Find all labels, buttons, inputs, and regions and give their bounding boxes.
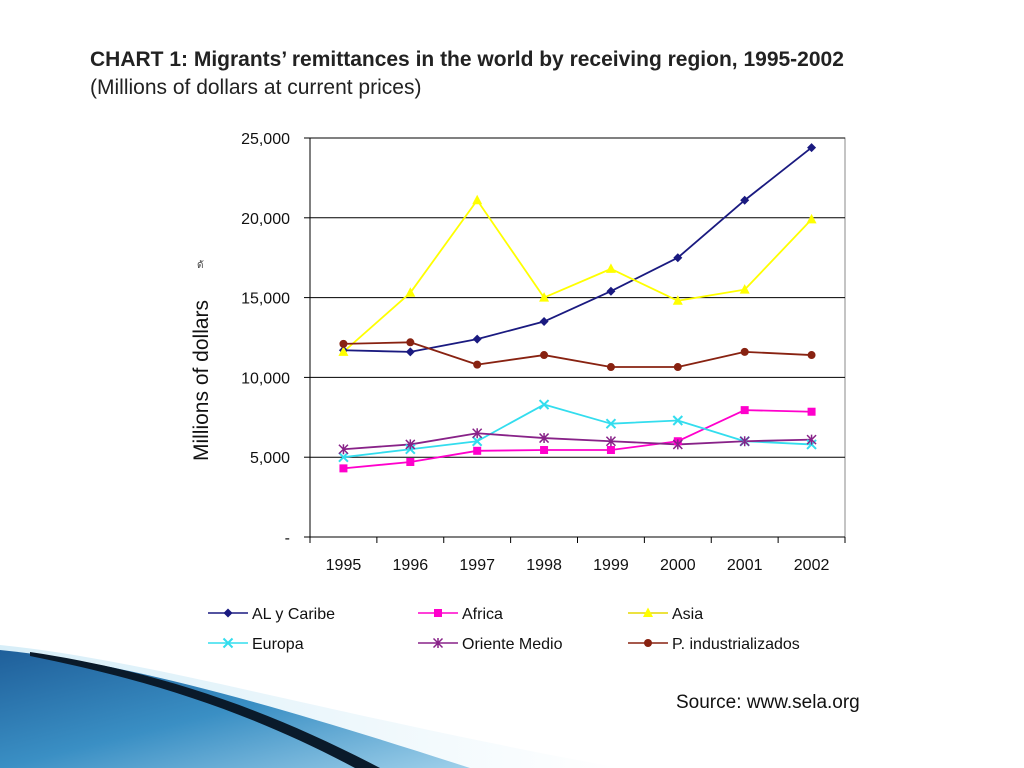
data-point: [472, 428, 483, 439]
data-point: [471, 436, 483, 447]
data-point: [338, 451, 349, 463]
data-point: [405, 439, 416, 450]
data-point: [606, 286, 616, 296]
legend-label: Asia: [672, 606, 703, 623]
legend-marker: [222, 637, 234, 649]
data-point: [740, 347, 749, 356]
legend-label: AL y Caribe: [252, 606, 335, 623]
chart-title: CHART 1: Migrants’ remittances in the wo…: [90, 48, 844, 71]
data-point: [606, 446, 615, 455]
data-point: [405, 287, 416, 297]
data-point: [672, 295, 683, 305]
data-point: [539, 317, 549, 327]
series-line: [343, 403, 812, 459]
legend-marker: [643, 607, 653, 617]
data-point: [807, 407, 816, 416]
data-point: [540, 446, 549, 455]
data-point: [338, 346, 349, 356]
x-tick-label: 1998: [526, 557, 562, 574]
legend-marker: [432, 637, 444, 649]
data-point: [605, 418, 617, 429]
x-tick-label: 1999: [593, 557, 629, 574]
data-point: [807, 351, 816, 360]
plot-area: [309, 137, 846, 538]
legend-marker: [644, 639, 652, 647]
x-tick-label: 2001: [727, 557, 763, 574]
x-tick-label: 1995: [326, 557, 362, 574]
data-point: [806, 213, 817, 224]
y-tick-label: 15,000: [241, 291, 290, 308]
series-line: [342, 199, 813, 353]
legend-marker: [434, 609, 442, 617]
data-point: [539, 433, 550, 444]
data-point: [672, 439, 683, 450]
y-tick-label: -: [285, 530, 290, 547]
y-tick-label: 20,000: [241, 211, 290, 228]
data-point: [806, 434, 817, 445]
data-point: [605, 436, 616, 447]
x-tick-label: 2000: [660, 557, 696, 574]
x-tick-label: 2002: [794, 557, 830, 574]
data-point: [605, 263, 616, 273]
legend-label: P. industrializados: [672, 636, 800, 653]
data-point: [740, 195, 750, 205]
data-point: [339, 464, 348, 473]
chart-subtitle: (Millions of dollars at current prices): [90, 76, 422, 99]
data-point: [672, 415, 684, 426]
legend-label: Africa: [462, 606, 503, 623]
data-point: [739, 436, 750, 447]
series-line: [343, 146, 813, 353]
x-tick-label: 1997: [459, 557, 495, 574]
data-point: [606, 363, 615, 372]
data-point: [472, 334, 482, 344]
series-line: [343, 341, 812, 368]
data-point: [405, 347, 415, 357]
data-point: [539, 292, 550, 302]
data-point: [673, 253, 683, 263]
data-point: [673, 363, 682, 372]
legend-label: Oriente Medio: [462, 636, 563, 653]
data-point: [540, 351, 549, 360]
data-point: [538, 399, 550, 410]
data-point: [472, 194, 483, 205]
stray-mark: ดั: [197, 260, 204, 271]
y-tick-label: 5,000: [250, 450, 290, 467]
data-point: [338, 444, 349, 455]
data-point: [406, 457, 415, 466]
data-point: [807, 143, 817, 153]
legend-marker: [223, 608, 233, 618]
source-note: Source: www.sela.org: [676, 692, 860, 713]
y-tick-label: 10,000: [241, 370, 290, 387]
legend-label: Europa: [252, 636, 304, 653]
y-axis-label: Millions of dollars: [190, 300, 213, 461]
data-point: [473, 360, 482, 369]
data-point: [339, 339, 348, 348]
series-line: [343, 432, 812, 451]
x-tick-label: 1996: [393, 557, 429, 574]
series-line: [343, 409, 812, 470]
data-point: [739, 284, 750, 294]
data-point: [473, 446, 482, 455]
y-tick-label: 25,000: [241, 131, 290, 148]
data-point: [406, 338, 415, 347]
data-point: [740, 406, 749, 415]
